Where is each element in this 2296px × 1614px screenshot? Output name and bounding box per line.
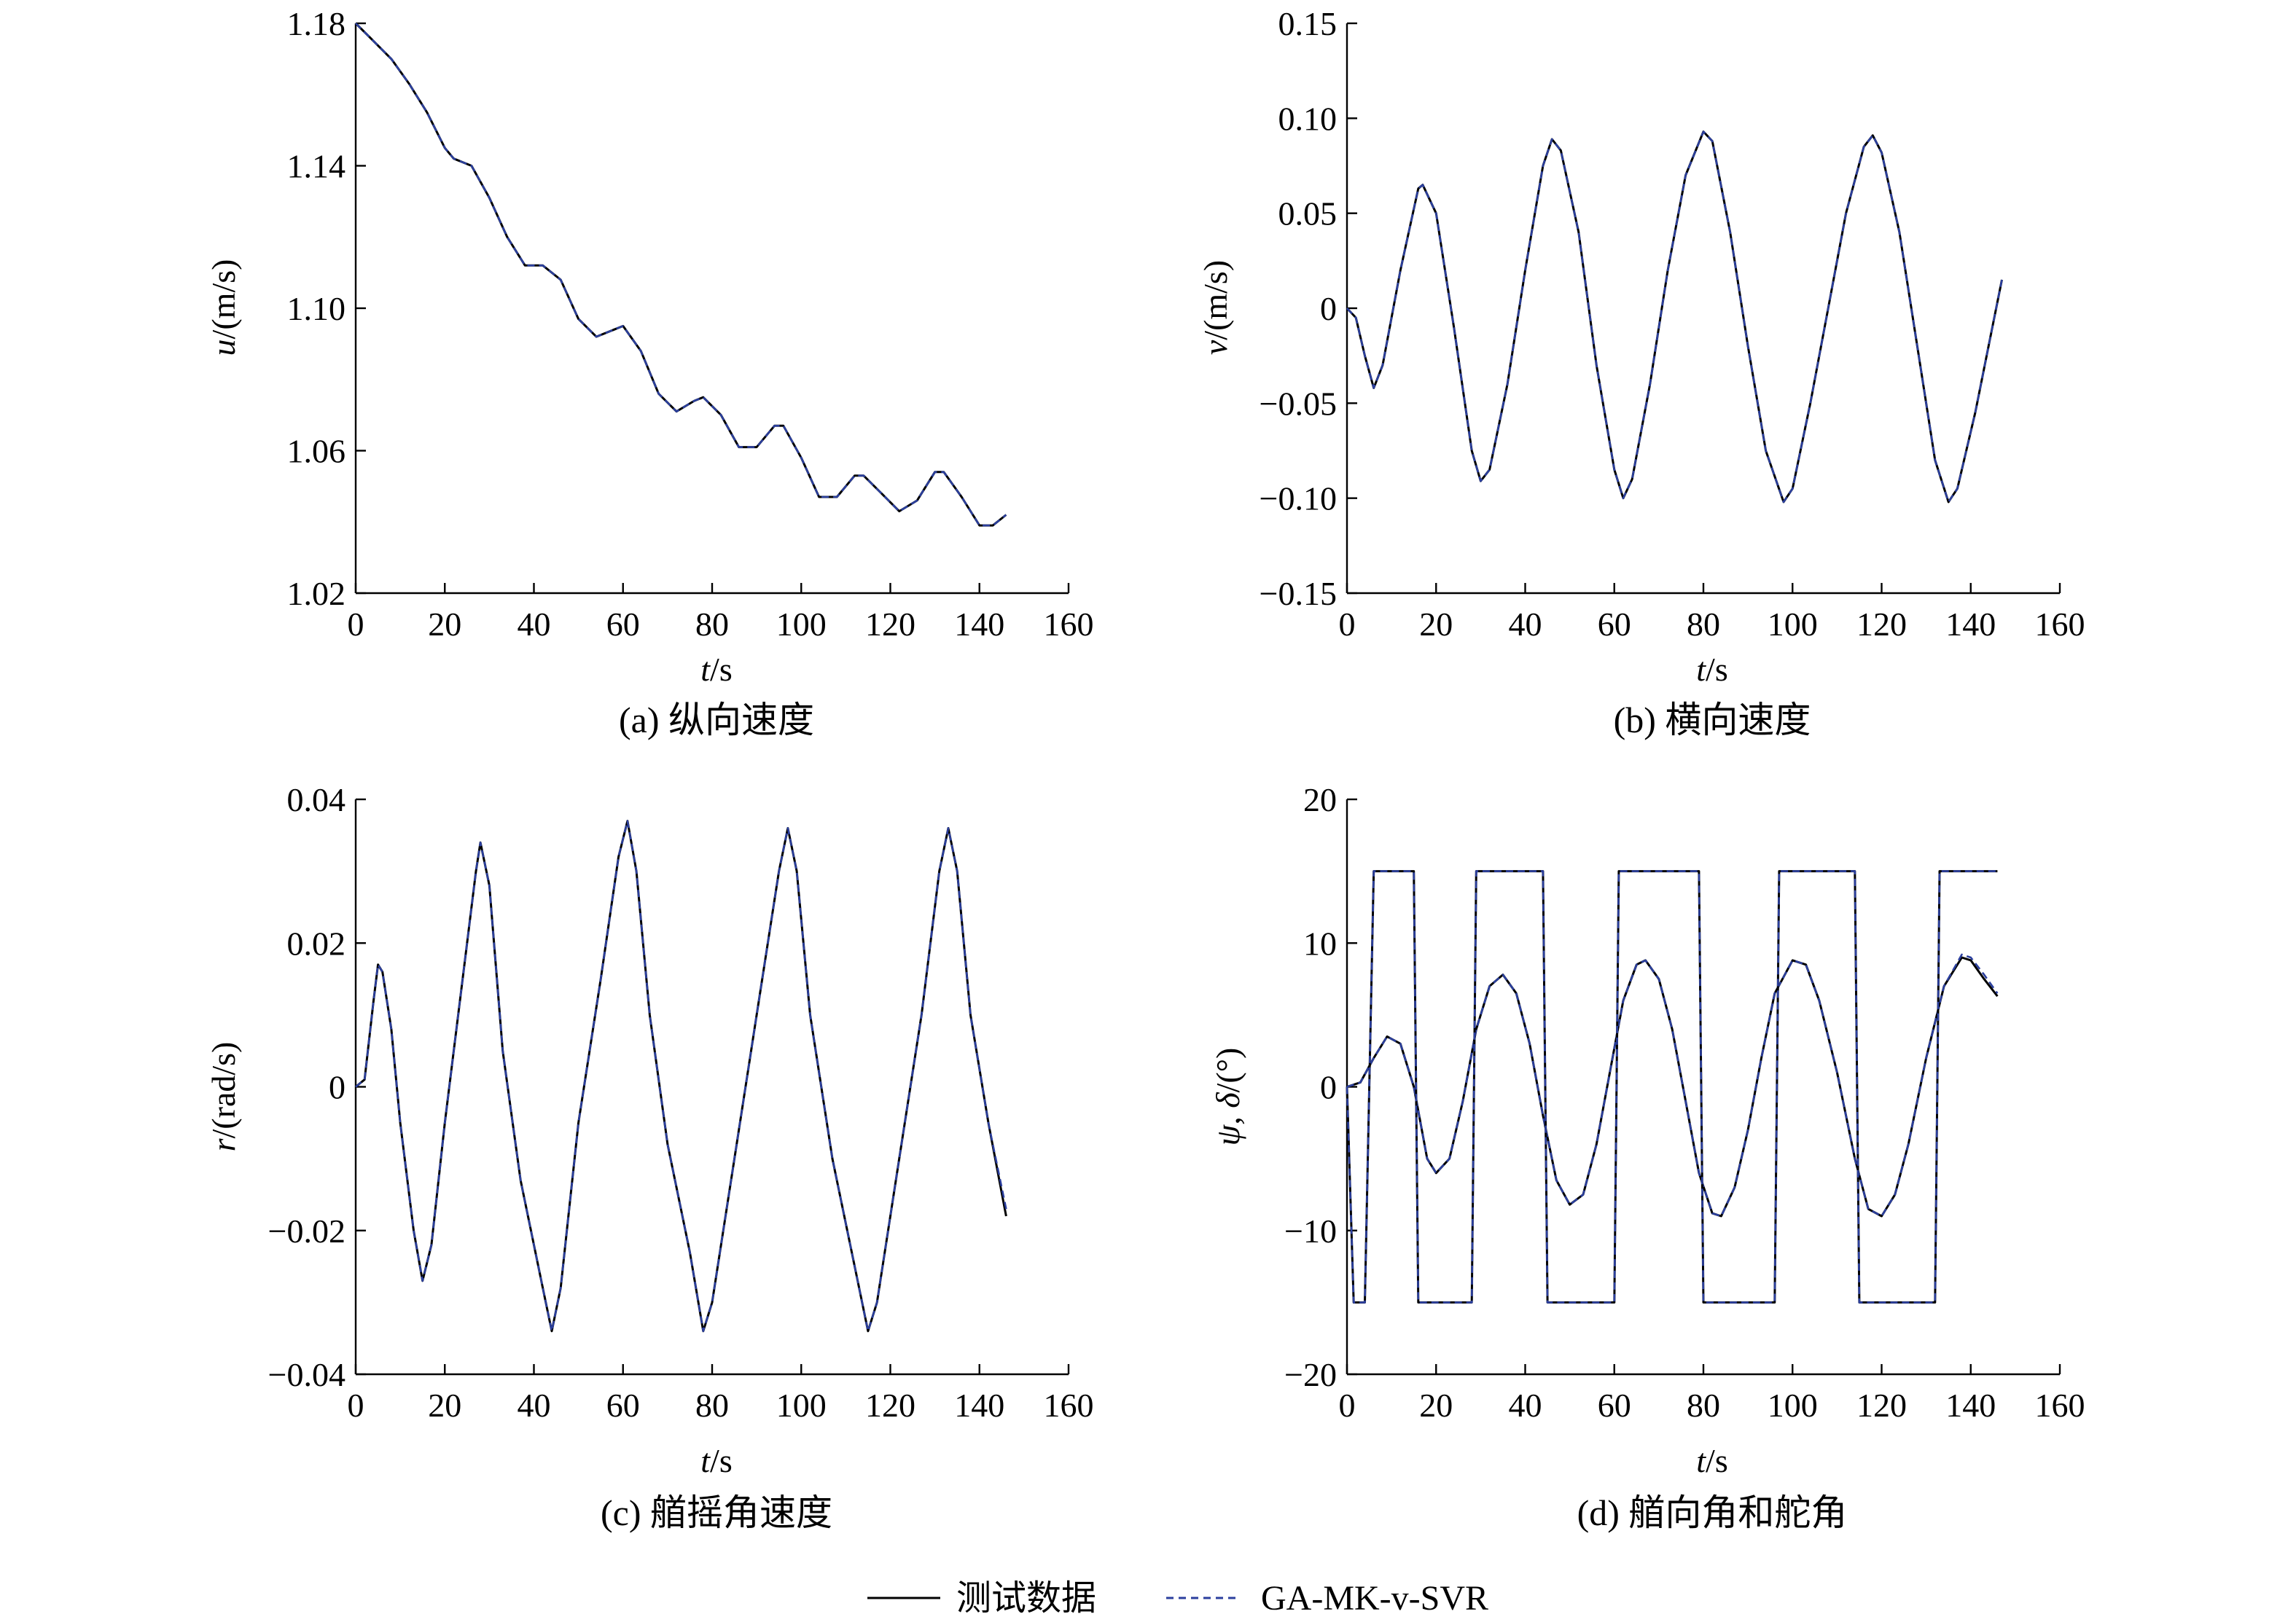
x-tick-label: 60 [1598,1387,1631,1424]
series-line-predicted [1346,870,1998,1304]
plot-area: 0 20 40 60 80 100 120 140 160 −20 −10 0 10 20 [1284,781,2085,1424]
x-axis-title: t/s [700,1442,732,1479]
y-tick-label: −20 [1284,1356,1337,1393]
y-tick-label: 0.04 [287,781,346,818]
y-tick-label: 0.05 [1278,195,1338,232]
panel-caption: (b) 横向速度 [1614,700,1811,740]
series-line-measured [1346,870,1998,1304]
x-tick-label: 80 [1687,1387,1720,1424]
x-tick-label: 100 [776,606,827,643]
y-tick-label: 0.15 [1278,5,1338,42]
x-tick-label: 0 [348,606,364,643]
x-tick-label: 80 [695,1387,729,1424]
y-tick-label: −0.15 [1260,575,1337,612]
x-tick-label: 100 [1768,606,1818,643]
panel-caption: (d) 艏向角和舵角 [1577,1492,1848,1533]
y-tick-label: 0 [329,1069,345,1106]
y-axis-title: ψ, δ/(°) [1209,1048,1246,1146]
chart-panel-c: 0 20 40 60 80 100 120 140 160 −0.04 −0.02 0 0.02 0.04… [205,781,1094,1533]
x-tick-label: 140 [954,1387,1004,1424]
legend: 测试数据 GA-MK-v-SVR [867,1579,1488,1614]
x-tick-label: 0 [1339,606,1356,643]
x-tick-label: 100 [1768,1387,1818,1424]
y-tick-label: 1.06 [287,433,346,470]
x-tick-label: 40 [1509,606,1542,643]
y-axis-title: u/(m/s) [205,259,242,356]
x-tick-label: 120 [1856,606,1907,643]
series-line-predicted [355,820,1007,1333]
y-tick-label: −0.10 [1260,480,1337,517]
x-tick-label: 40 [1509,1387,1542,1424]
panel-caption: (a) 纵向速度 [619,700,814,740]
x-tick-label: 20 [428,606,461,643]
y-tick-label: 1.10 [287,290,346,327]
y-tick-label: −0.05 [1260,385,1337,422]
y-tick-label: 10 [1303,925,1337,962]
x-tick-label: 20 [1419,606,1453,643]
series-line-measured [1346,130,2003,504]
y-tick-label: 0.02 [287,925,346,962]
x-tick-label: 60 [1598,606,1631,643]
x-tick-label: 80 [1687,606,1720,643]
y-axis-title: r/(rad/s) [205,1042,242,1152]
y-tick-label: 0 [1320,290,1337,327]
x-tick-label: 120 [865,1387,915,1424]
x-tick-label: 160 [1044,1387,1094,1424]
y-tick-label: −0.04 [268,1356,345,1393]
series-line-measured [354,22,1007,527]
x-tick-label: 160 [1044,606,1094,643]
series-line-measured [355,820,1007,1333]
x-tick-label: 20 [1419,1387,1453,1424]
plot-area: 0 20 40 60 80 100 120 140 160 1.02 1.06 1.10 1.14 1.1… [287,5,1094,643]
series-line-predicted [1346,130,2003,504]
x-tick-label: 160 [2035,606,2085,643]
x-tick-label: 120 [865,606,915,643]
x-tick-label: 60 [606,606,640,643]
plot-area: 0 20 40 60 80 100 120 140 160 −0.15 −0.10 −0.05 0 0.0… [1260,5,2085,643]
y-tick-label: 1.02 [287,575,346,612]
x-tick-label: 140 [1945,1387,1996,1424]
x-tick-label: 0 [1339,1387,1356,1424]
x-tick-label: 40 [518,1387,551,1424]
chart-panel-a: 0 20 40 60 80 100 120 140 160 1.02 1.06 1.10 1.14 1.1… [205,5,1094,740]
x-axis-title: t/s [1696,651,1727,688]
x-tick-label: 140 [954,606,1004,643]
y-axis-title: v/(m/s) [1197,260,1234,355]
series-line-predicted [355,23,1007,527]
x-tick-label: 120 [1856,1387,1907,1424]
x-tick-label: 20 [428,1387,461,1424]
y-tick-label: 1.18 [287,5,346,42]
x-tick-label: 160 [2035,1387,2085,1424]
chart-panel-d: 0 20 40 60 80 100 120 140 160 −20 −10 0 10 20 ψ, δ/(°… [1209,781,2085,1533]
legend-label-measured: 测试数据 [956,1579,1096,1614]
chart-panel-b: 0 20 40 60 80 100 120 140 160 −0.15 −0.10 −0.05 0 0.0… [1197,5,2085,740]
x-tick-label: 40 [518,606,551,643]
x-axis-title: t/s [1696,1442,1727,1479]
y-tick-label: 1.14 [287,148,346,185]
y-tick-label: 20 [1303,781,1337,818]
y-tick-label: 0 [1320,1069,1337,1106]
series-line-predicted [1346,953,1999,1218]
x-tick-label: 100 [776,1387,827,1424]
y-tick-label: 0.10 [1278,100,1338,137]
y-tick-label: −0.02 [268,1213,345,1250]
legend-label-predicted: GA-MK-v-SVR [1261,1579,1488,1614]
x-tick-label: 0 [348,1387,364,1424]
x-tick-label: 140 [1945,606,1996,643]
y-tick-label: −10 [1284,1213,1337,1250]
x-tick-label: 60 [606,1387,640,1424]
plot-area: 0 20 40 60 80 100 120 140 160 −0.04 −0.02 0 0.02 0.04 [268,781,1094,1424]
x-axis-title: t/s [700,651,732,688]
x-tick-label: 80 [695,606,729,643]
panel-caption: (c) 艏摇角速度 [601,1492,832,1533]
